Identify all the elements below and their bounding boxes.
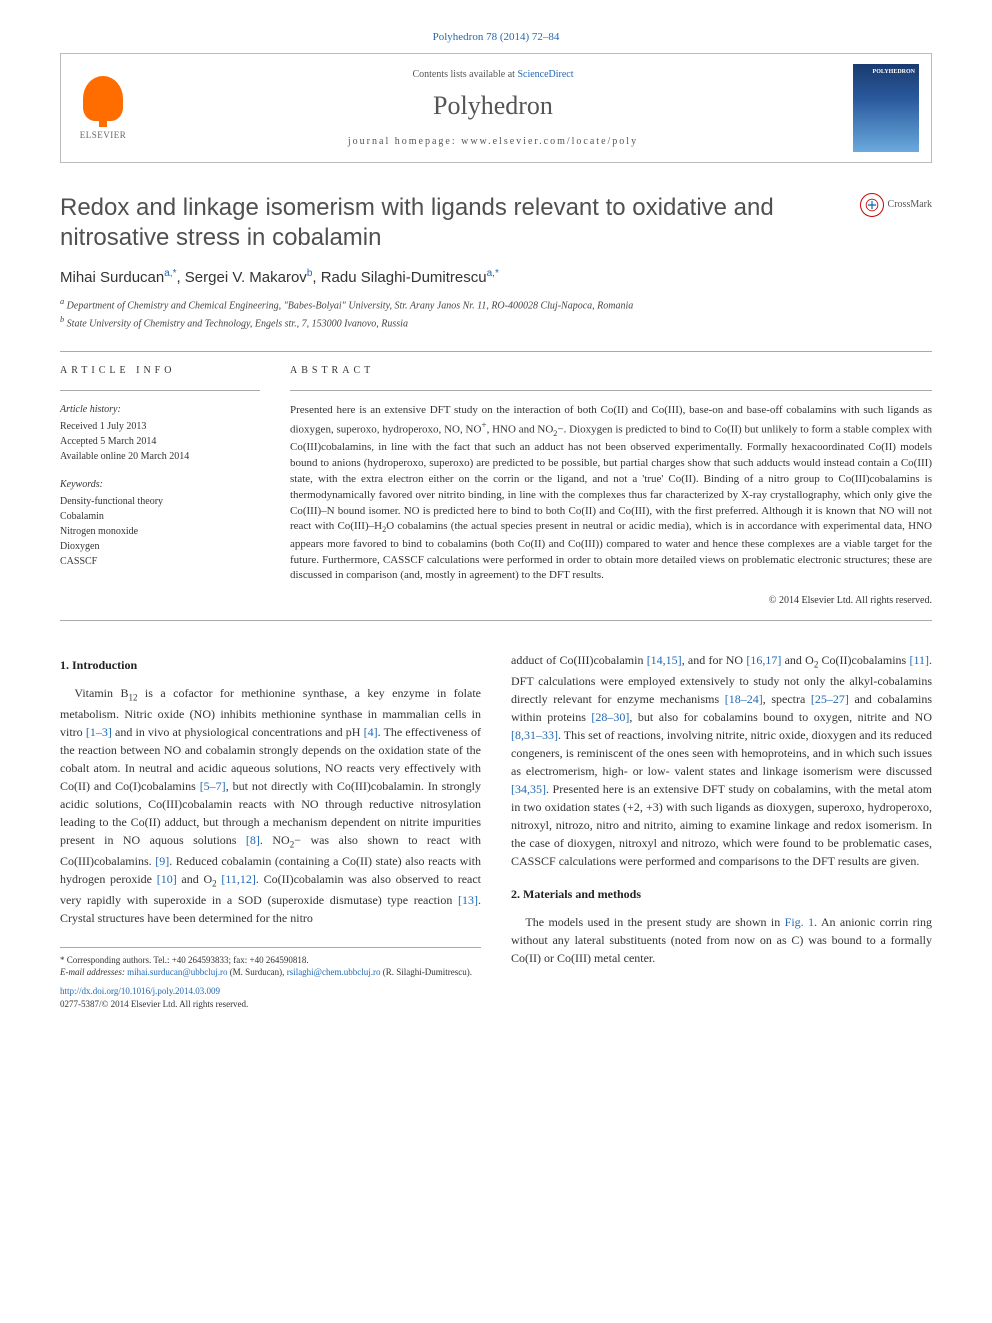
elsevier-tree-icon: [83, 76, 123, 121]
history-received: Received 1 July 2013: [60, 419, 260, 434]
article-info: ARTICLE INFO Article history: Received 1…: [60, 364, 260, 608]
divider: [60, 351, 932, 352]
journal-header: ELSEVIER Contents lists available at Sci…: [60, 53, 932, 163]
title-row: Redox and linkage isomerism with ligands…: [60, 193, 932, 253]
email2-name: (R. Silaghi-Dumitrescu).: [383, 967, 472, 977]
history-label: Article history:: [60, 403, 260, 417]
keyword: Density-functional theory: [60, 494, 260, 509]
abstract-divider: [290, 390, 932, 391]
emails-label: E-mail addresses:: [60, 967, 125, 977]
doi-link[interactable]: http://dx.doi.org/10.1016/j.poly.2014.03…: [60, 986, 220, 996]
keyword: Dioxygen: [60, 539, 260, 554]
header-center: Contents lists available at ScienceDirec…: [145, 68, 841, 148]
history-online: Available online 20 March 2014: [60, 449, 260, 464]
section-heading-intro: 1. Introduction: [60, 657, 481, 674]
contents-available: Contents lists available at ScienceDirec…: [145, 68, 841, 82]
journal-homepage[interactable]: journal homepage: www.elsevier.com/locat…: [145, 135, 841, 149]
keyword: CASSCF: [60, 554, 260, 569]
cover-label: POLYHEDRON: [873, 68, 915, 76]
keyword: Nitrogen monoxide: [60, 524, 260, 539]
contents-prefix: Contents lists available at: [412, 69, 517, 80]
affiliation-b: b State University of Chemistry and Tech…: [60, 314, 932, 331]
elsevier-logo[interactable]: ELSEVIER: [73, 73, 133, 143]
history-accepted: Accepted 5 March 2014: [60, 434, 260, 449]
crossmark-icon: [860, 193, 884, 217]
section-heading-methods: 2. Materials and methods: [511, 886, 932, 903]
intro-paragraph-1: Vitamin B12 is a cofactor for methionine…: [60, 684, 481, 927]
email-link-2[interactable]: rsilaghi@chem.ubbcluj.ro: [287, 967, 381, 977]
article-title: Redox and linkage isomerism with ligands…: [60, 193, 840, 253]
issn-line: 0277-5387/© 2014 Elsevier Ltd. All right…: [60, 998, 481, 1011]
journal-cover-thumbnail[interactable]: POLYHEDRON: [853, 64, 919, 152]
email-link-1[interactable]: mihai.surducan@ubbcluj.ro: [127, 967, 227, 977]
crossmark-label: CrossMark: [888, 198, 932, 212]
keyword: Cobalamin: [60, 509, 260, 524]
journal-name: Polyhedron: [145, 88, 841, 124]
citation-link[interactable]: Polyhedron 78 (2014) 72–84: [433, 31, 560, 43]
affiliation-a: a Department of Chemistry and Chemical E…: [60, 296, 932, 313]
methods-paragraph: The models used in the present study are…: [511, 913, 932, 967]
abstract-copyright: © 2014 Elsevier Ltd. All rights reserved…: [290, 594, 932, 608]
intro-paragraph-2: adduct of Co(III)cobalamin [14,15], and …: [511, 651, 932, 870]
keywords-label: Keywords:: [60, 478, 260, 492]
divider: [60, 620, 932, 621]
body-columns: 1. Introduction Vitamin B12 is a cofacto…: [60, 651, 932, 1010]
author-list: Mihai Surducana,*, Sergei V. Makarovb, R…: [60, 267, 932, 288]
affiliation-b-text: State University of Chemistry and Techno…: [67, 318, 408, 329]
elsevier-label: ELSEVIER: [80, 129, 127, 142]
affiliation-a-text: Department of Chemistry and Chemical Eng…: [67, 301, 634, 312]
sciencedirect-link[interactable]: ScienceDirect: [517, 69, 573, 80]
info-divider: [60, 390, 260, 391]
affiliations: a Department of Chemistry and Chemical E…: [60, 296, 932, 331]
abstract-heading: ABSTRACT: [290, 364, 932, 378]
citation-bar: Polyhedron 78 (2014) 72–84: [60, 30, 932, 45]
footnote-block: * Corresponding authors. Tel.: +40 26459…: [60, 947, 481, 1010]
corresponding-note: * Corresponding authors. Tel.: +40 26459…: [60, 954, 481, 967]
article-info-heading: ARTICLE INFO: [60, 364, 260, 378]
abstract: ABSTRACT Presented here is an extensive …: [290, 364, 932, 608]
crossmark-badge[interactable]: CrossMark: [860, 193, 932, 217]
info-abstract-row: ARTICLE INFO Article history: Received 1…: [60, 364, 932, 608]
abstract-text: Presented here is an extensive DFT study…: [290, 403, 932, 584]
email-line: E-mail addresses: mihai.surducan@ubbcluj…: [60, 966, 481, 979]
email1-name: (M. Surducan),: [230, 967, 285, 977]
